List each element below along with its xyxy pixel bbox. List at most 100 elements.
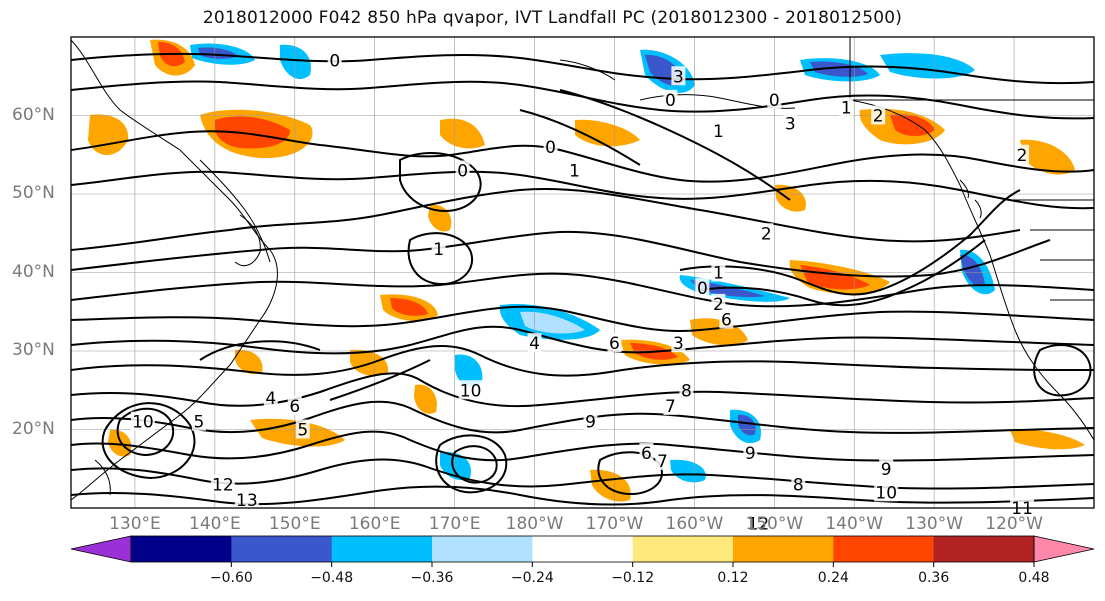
contour-label: 2 xyxy=(713,295,724,315)
contour-label: 3 xyxy=(673,334,684,354)
contour-label: 6 xyxy=(721,311,732,331)
contour-label: 9 xyxy=(585,413,596,433)
colorbar xyxy=(70,535,1095,567)
contour-label-background xyxy=(671,333,686,353)
contour-label-background xyxy=(327,50,342,70)
contour-label: 13 xyxy=(236,491,258,511)
colorbar-segment xyxy=(331,536,433,562)
contour-label-background xyxy=(263,388,278,408)
contour-label-background xyxy=(711,262,726,282)
longitude-label: 130°E xyxy=(109,514,161,534)
contour-label: 1 xyxy=(713,264,724,284)
map-title: 2018012000 F042 850 hPa qvapor, IVT Land… xyxy=(202,8,903,28)
colorbar-segment xyxy=(933,536,1035,562)
contour-label-background xyxy=(759,223,774,243)
colorbar-segment xyxy=(532,536,634,562)
contour-label-background xyxy=(295,419,310,439)
contour-label: 0 xyxy=(329,52,340,72)
contour-label-background xyxy=(767,89,782,109)
contour-label: 10 xyxy=(460,381,482,401)
contour-label-background xyxy=(871,105,886,125)
colorbar-under-arrow xyxy=(70,535,132,563)
longitude-label: 170°W xyxy=(585,514,644,534)
contour-label: 1 xyxy=(433,240,444,260)
longitude-label: 180°W xyxy=(505,514,564,534)
longitude-label: 150°W xyxy=(745,514,804,534)
contour-label-background xyxy=(607,333,622,353)
contour-label-background xyxy=(711,121,726,141)
longitude-label: 130°W xyxy=(905,514,964,534)
colorbar-segment xyxy=(131,536,232,562)
contour-label-background xyxy=(191,411,206,431)
contour-label-background xyxy=(639,443,654,463)
contour-label-background xyxy=(671,66,686,86)
contour-label: 1 xyxy=(569,161,580,181)
contour-label-background xyxy=(1015,144,1030,164)
contour-label: 0 xyxy=(665,91,676,111)
latitude-label: 20°N xyxy=(12,418,55,439)
colorbar-tick-label: −0.12 xyxy=(611,570,655,586)
contour-label-background xyxy=(695,278,710,298)
contour-label: 12 xyxy=(212,475,234,495)
contour-label-background xyxy=(655,450,670,470)
contour-label-background xyxy=(679,380,694,400)
latitude-label: 50°N xyxy=(12,183,55,203)
contour-label-background xyxy=(743,443,758,463)
contour-label: 0 xyxy=(545,138,556,158)
colorbar-segment xyxy=(231,536,333,562)
colorbar-tick-label: 0.12 xyxy=(717,570,749,586)
contour-label: 3 xyxy=(673,67,684,87)
contour-label: 3 xyxy=(785,114,796,134)
longitude-label: 160°E xyxy=(348,514,401,534)
contour-label: 1 xyxy=(841,99,852,119)
colorbar-segment xyxy=(833,536,935,562)
ivt-contours xyxy=(71,52,1094,506)
contour-label: 0 xyxy=(769,91,780,111)
contour-label: 12 xyxy=(748,515,770,535)
contour-label: 2 xyxy=(873,107,884,127)
colorbar-over-arrow xyxy=(1033,535,1095,563)
gridlines xyxy=(71,37,1094,508)
contour-label-background xyxy=(879,458,894,478)
plot-frame xyxy=(70,36,1095,509)
contour-label-background xyxy=(663,89,678,109)
contour-label: 5 xyxy=(297,421,308,441)
contour-label-background xyxy=(431,238,446,258)
contour-label-background xyxy=(130,411,155,431)
colorbar-tick-label: −0.24 xyxy=(510,570,554,586)
longitude-label: 120°W xyxy=(985,514,1043,534)
contour-label: 6 xyxy=(609,334,620,354)
contour-label-background xyxy=(287,395,302,415)
contour-label-background xyxy=(711,293,726,313)
contour-label-background xyxy=(719,309,734,329)
colorbar-segment xyxy=(733,536,834,562)
colorbar-tick-label: 0.36 xyxy=(918,570,950,586)
contour-label: 6 xyxy=(289,397,300,417)
colorbar-segment xyxy=(432,536,533,562)
longitude-label: 170°E xyxy=(428,514,481,534)
contour-label: 0 xyxy=(697,279,708,299)
contour-label: 10 xyxy=(875,483,897,503)
contour-label-background xyxy=(746,513,771,533)
contour-label: 9 xyxy=(745,444,756,464)
contour-label-background xyxy=(791,474,806,494)
coastlines xyxy=(71,37,1094,501)
contour-label: 7 xyxy=(657,452,668,472)
contour-label-background xyxy=(210,474,235,494)
contour-label: 10 xyxy=(132,413,154,433)
contour-label-background xyxy=(455,160,470,180)
contour-label-background xyxy=(234,490,259,510)
longitude-label: 150°E xyxy=(268,514,321,534)
colorbar-tick-label: −0.36 xyxy=(410,570,454,586)
contour-label: 6 xyxy=(641,444,652,464)
colorbar-tick-label: −0.60 xyxy=(209,570,253,586)
colorbar-tick-label: 0.48 xyxy=(1018,570,1050,586)
latitude-label: 60°N xyxy=(12,104,55,125)
colorbar-tick-label: 0.24 xyxy=(817,570,849,586)
contour-label-background xyxy=(783,113,798,133)
contour-label: 7 xyxy=(665,397,676,417)
contour-label-background xyxy=(567,160,582,180)
contour-label-background xyxy=(583,411,598,431)
longitude-label: 160°W xyxy=(665,514,724,534)
contour-label: 2 xyxy=(1017,146,1028,166)
